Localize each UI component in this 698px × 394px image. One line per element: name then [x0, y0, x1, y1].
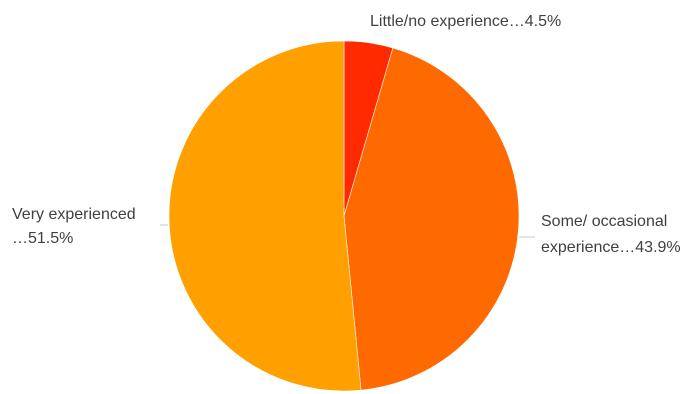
- leader-lines-layer: [160, 224, 535, 238]
- slice-label-line: …51.5%: [12, 230, 73, 247]
- slice-label-line: Very experienced: [12, 206, 136, 223]
- pie-slice-some-occasional-experience: [343, 47, 520, 391]
- slice-labels-layer: Little/no experience…4.5% Some/ occasiona…: [12, 13, 681, 256]
- slices-layer: [168, 40, 520, 392]
- slice-label: Some/ occasional experience…43.9%: [541, 213, 681, 256]
- slice-label: Little/no experience…4.5%: [370, 13, 561, 30]
- slice-label: Very experienced …51.5%: [12, 206, 136, 247]
- pie-slice-very-experienced: [168, 40, 362, 392]
- slice-label-line: experience…43.9%: [541, 239, 681, 256]
- slice-label-line: Little/no experience…4.5%: [370, 13, 561, 30]
- slice-label-line: Some/ occasional: [541, 213, 667, 230]
